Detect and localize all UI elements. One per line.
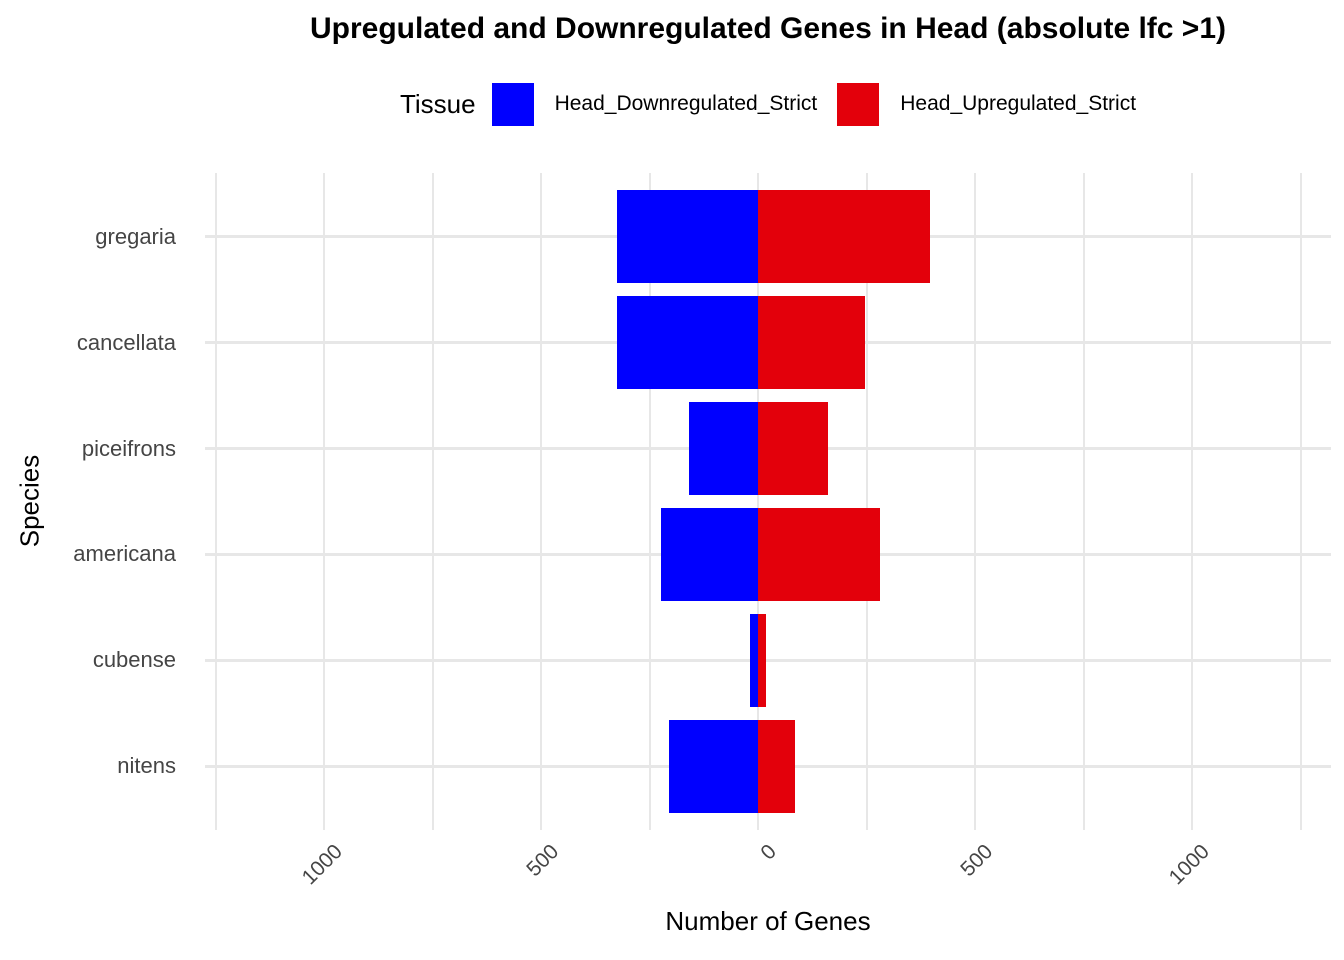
gridline-x-minor	[431, 173, 434, 830]
bar-up-americana	[758, 507, 880, 601]
bar-down-americana	[660, 507, 759, 601]
y-axis-label-gregaria: gregaria	[95, 223, 176, 249]
y-axis-title: Species	[14, 454, 45, 548]
bar-down-gregaria	[617, 190, 759, 284]
legend-title: Tissue	[399, 88, 476, 119]
y-axis-label-cancellata: cancellata	[76, 329, 176, 355]
gridline-x-minor	[865, 173, 868, 830]
bar-up-gregaria	[758, 190, 930, 284]
gridline-x-major	[1191, 173, 1194, 830]
bar-up-piceifrons	[758, 402, 828, 496]
y-axis-label-cubense: cubense	[92, 647, 176, 673]
gridline-x-minor	[214, 173, 217, 830]
legend-item-1: Head_Upregulated_Strict	[837, 82, 1137, 126]
plot-panel	[205, 173, 1331, 830]
legend-label-0: Head_Downregulated_Strict	[554, 92, 818, 115]
legend-swatch-1	[837, 82, 880, 126]
x-axis-tick-label: 500	[522, 840, 564, 882]
bar-up-cancellata	[758, 296, 865, 390]
bar-down-piceifrons	[688, 402, 759, 496]
y-axis-label-piceifrons: piceifrons	[81, 435, 176, 461]
chart-title: Upregulated and Downregulated Genes in H…	[310, 12, 1226, 45]
bar-down-cancellata	[617, 296, 759, 390]
bar-down-cubense	[750, 613, 759, 707]
legend-swatch-0	[491, 82, 534, 126]
gridline-y-major-cubense	[205, 658, 1331, 662]
x-axis-title: Number of Genes	[665, 906, 871, 936]
legend-item-0: Head_Downregulated_Strict	[491, 82, 818, 126]
gridline-x-major	[540, 173, 543, 830]
gridline-x-major	[974, 173, 977, 830]
legend-label-1: Head_Upregulated_Strict	[900, 92, 1137, 115]
y-axis-label-americana: americana	[73, 541, 176, 567]
gridline-x-minor	[648, 173, 651, 830]
y-axis-label-nitens: nitens	[117, 753, 176, 779]
gridline-x-major	[757, 173, 760, 830]
x-axis-tick-label: 0	[755, 840, 781, 865]
bar-up-nitens	[758, 719, 796, 813]
bar-up-cubense	[758, 613, 767, 707]
x-axis-tick-label: 1000	[1165, 840, 1215, 890]
gridline-x-major	[323, 173, 326, 830]
gridline-x-minor	[1082, 173, 1085, 830]
gridline-x-minor	[1299, 173, 1302, 830]
x-axis-tick-label: 1000	[297, 840, 347, 890]
bar-down-nitens	[669, 719, 759, 813]
x-axis-tick-label: 500	[956, 840, 998, 882]
legend: Tissue Head_Downregulated_Strict Head_Upr…	[205, 79, 1331, 129]
